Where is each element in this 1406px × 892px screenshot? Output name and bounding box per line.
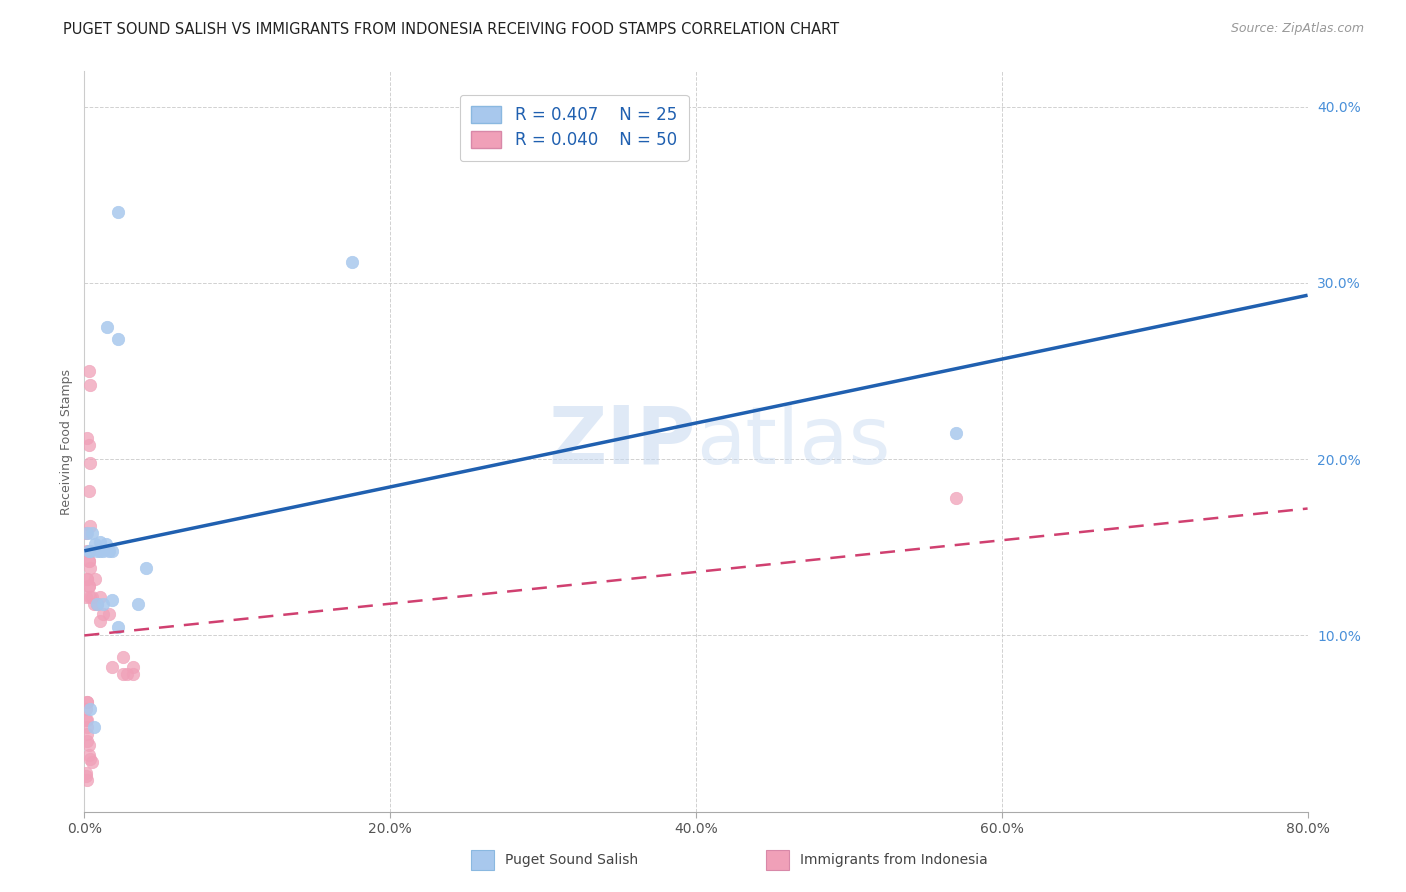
Point — [76, 727, 98, 741]
Point — [77, 364, 100, 378]
Text: Source: ZipAtlas.com: Source: ZipAtlas.com — [1230, 22, 1364, 36]
Point — [76, 713, 98, 727]
Legend: R = 0.407    N = 25, R = 0.040    N = 50: R = 0.407 N = 25, R = 0.040 N = 50 — [460, 95, 689, 161]
Point — [77, 544, 100, 558]
Point — [94, 537, 117, 551]
Point — [135, 561, 157, 575]
Point — [89, 615, 111, 629]
Point — [76, 544, 98, 558]
Text: atlas: atlas — [696, 402, 890, 481]
Point — [75, 526, 97, 541]
Point — [101, 660, 124, 674]
Point — [77, 554, 100, 568]
Point — [101, 593, 124, 607]
Point — [127, 597, 149, 611]
Text: Immigrants from Indonesia: Immigrants from Indonesia — [800, 853, 988, 867]
Point — [76, 772, 98, 787]
Point — [77, 483, 100, 498]
Text: PUGET SOUND SALISH VS IMMIGRANTS FROM INDONESIA RECEIVING FOOD STAMPS CORRELATIO: PUGET SOUND SALISH VS IMMIGRANTS FROM IN… — [63, 22, 839, 37]
Point — [945, 491, 967, 505]
Point — [76, 526, 98, 541]
Point — [75, 769, 97, 783]
Point — [111, 649, 134, 664]
Point — [79, 590, 101, 604]
Y-axis label: Receiving Food Stamps: Receiving Food Stamps — [60, 368, 73, 515]
Point — [122, 660, 145, 674]
Text: ZIP: ZIP — [548, 402, 696, 481]
Point — [340, 254, 363, 268]
Point — [89, 535, 111, 549]
Point — [77, 579, 100, 593]
Point — [83, 597, 105, 611]
Point — [77, 748, 100, 763]
Point — [79, 752, 101, 766]
Point — [79, 519, 101, 533]
Point — [96, 320, 118, 334]
Point — [86, 544, 108, 558]
Bar — [471, 850, 494, 870]
Point — [111, 667, 134, 681]
Point — [75, 766, 97, 780]
Point — [77, 554, 100, 568]
Point — [107, 205, 129, 219]
Point — [83, 720, 105, 734]
Point — [76, 695, 98, 709]
Point — [75, 702, 97, 716]
Point — [76, 720, 98, 734]
Point — [76, 734, 98, 748]
Point — [86, 597, 108, 611]
Point — [86, 597, 108, 611]
Point — [97, 544, 120, 558]
Point — [77, 544, 100, 558]
Point — [80, 756, 103, 770]
Point — [89, 590, 111, 604]
Point — [79, 702, 101, 716]
Point — [80, 526, 103, 541]
Point — [79, 561, 101, 575]
Point — [84, 537, 107, 551]
Point — [84, 572, 107, 586]
Point — [91, 607, 114, 622]
Point — [75, 713, 97, 727]
Point — [79, 544, 101, 558]
Bar — [766, 850, 789, 870]
Point — [101, 544, 124, 558]
Point — [91, 597, 114, 611]
Point — [107, 619, 129, 633]
Point — [80, 590, 103, 604]
Point — [76, 572, 98, 586]
Point — [76, 572, 98, 586]
Point — [89, 544, 111, 558]
Point — [75, 590, 97, 604]
Point — [115, 667, 138, 681]
Point — [76, 431, 98, 445]
Point — [79, 378, 101, 392]
Text: Puget Sound Salish: Puget Sound Salish — [505, 853, 638, 867]
Point — [122, 667, 145, 681]
Point — [107, 332, 129, 346]
Point — [945, 425, 967, 440]
Point — [77, 438, 100, 452]
Point — [77, 579, 100, 593]
Point — [91, 544, 114, 558]
Point — [79, 456, 101, 470]
Point — [86, 597, 108, 611]
Point — [97, 607, 120, 622]
Point — [77, 738, 100, 752]
Point — [76, 695, 98, 709]
